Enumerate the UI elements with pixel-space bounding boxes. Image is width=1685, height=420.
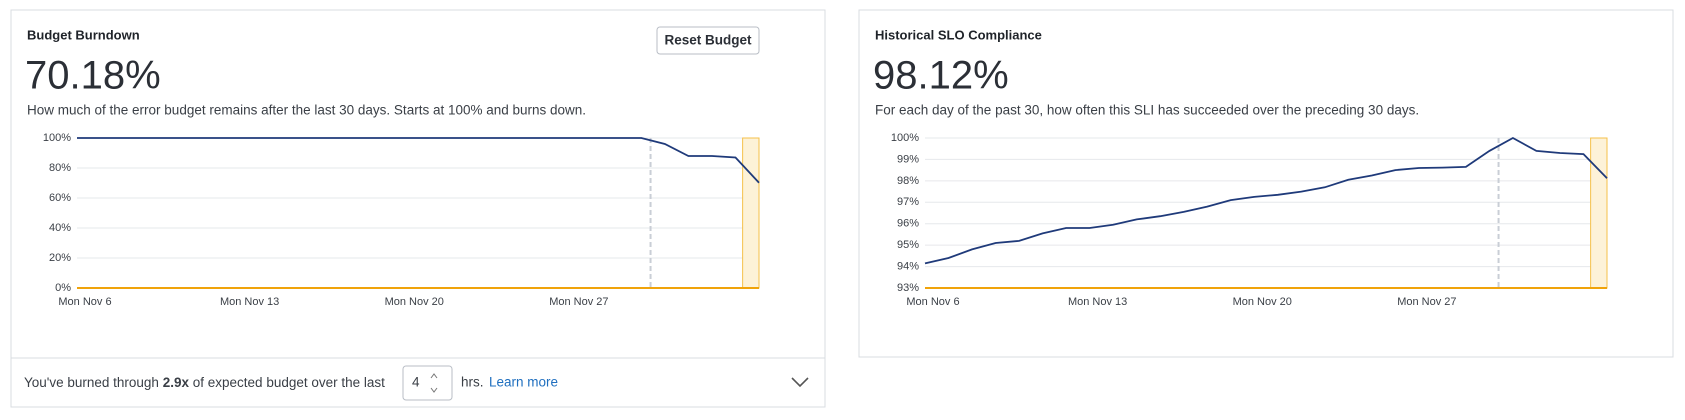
y-tick-label: 60%	[49, 192, 71, 204]
hours-value[interactable]: 4	[412, 375, 420, 390]
y-tick-label: 94%	[897, 260, 919, 272]
x-tick-label: Mon Nov 13	[220, 296, 279, 308]
y-tick-label: 100%	[43, 132, 71, 144]
button-label[interactable]: Reset Budget	[664, 33, 752, 48]
x-tick-label: Mon Nov 27	[549, 296, 608, 308]
panel-title: Budget Burndown	[27, 27, 140, 42]
panel	[858, 9, 1674, 358]
spinner[interactable]	[430, 373, 438, 393]
x-tick-label: Mon Nov 20	[1233, 296, 1292, 308]
x-tick-label: Mon Nov 6	[906, 296, 959, 308]
footer-text: You've burned through 2.9x of expected b…	[24, 375, 385, 390]
footer-middle: of expected budget over the last	[193, 375, 385, 390]
x-tick-label: Mon Nov 20	[385, 296, 444, 308]
y-tick-label: 40%	[49, 222, 71, 234]
panel	[10, 9, 826, 408]
burn-rate: 2.9x	[163, 375, 190, 390]
y-tick-label: 99%	[897, 153, 919, 165]
highlight-window	[742, 137, 760, 289]
description: How much of the error budget remains aft…	[27, 103, 586, 118]
y-tick-label: 0%	[55, 282, 71, 294]
y-tick-label: 93%	[897, 282, 919, 294]
y-tick-label: 100%	[891, 132, 919, 144]
hours-input[interactable]	[402, 365, 453, 401]
y-tick-label: 20%	[49, 252, 71, 264]
y-tick-label: 95%	[897, 239, 919, 251]
panel-title: Historical SLO Compliance	[875, 27, 1042, 42]
headline-value: 98.12%	[873, 54, 1009, 98]
description: For each day of the past 30, how often t…	[875, 103, 1419, 118]
y-tick-label: 80%	[49, 162, 71, 174]
headline-value: 70.18%	[25, 54, 161, 98]
y-tick-label: 98%	[897, 175, 919, 187]
series-line	[924, 136, 1608, 265]
hours-unit: hrs.	[461, 375, 484, 390]
y-tick-label: 97%	[897, 196, 919, 208]
expand-chevron[interactable]	[791, 377, 809, 388]
x-tick-label: Mon Nov 13	[1068, 296, 1127, 308]
x-tick-label: Mon Nov 27	[1397, 296, 1456, 308]
learn-more-link[interactable]: Learn more	[489, 375, 558, 390]
series-line	[77, 137, 760, 184]
highlight-window	[1590, 137, 1608, 289]
x-tick-label: Mon Nov 6	[58, 296, 111, 308]
y-tick-label: 96%	[897, 218, 919, 230]
reset-button[interactable]	[656, 26, 760, 55]
footer-prefix: You've burned through	[24, 375, 159, 390]
